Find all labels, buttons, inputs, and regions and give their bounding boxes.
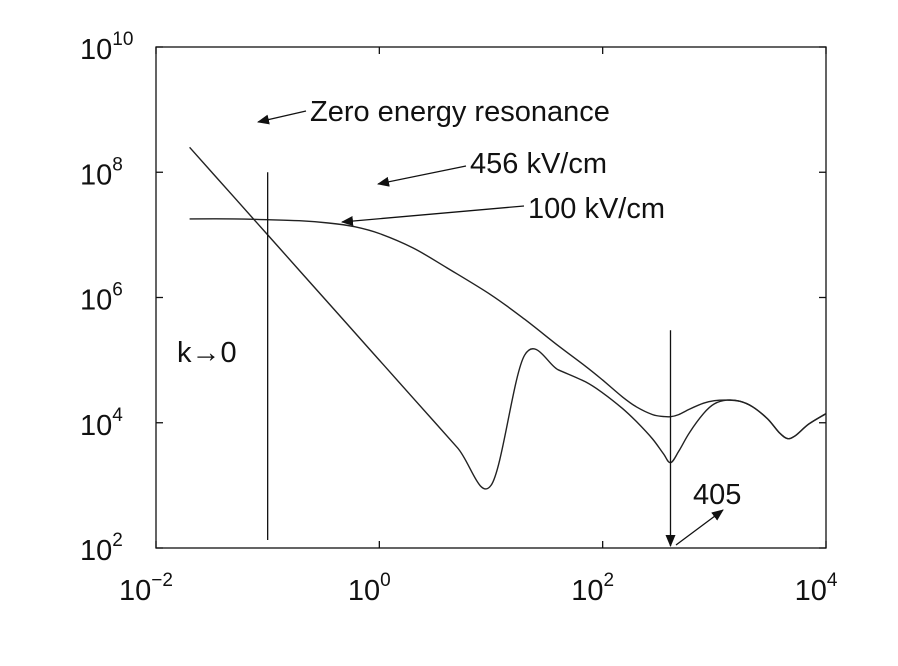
arrow-405: [675, 509, 724, 546]
annotation-arrows: [257, 110, 724, 546]
tick-labels: 10−2 100 102 104 102 104 106 108 1010: [80, 29, 838, 607]
arrow-zero-energy: [257, 110, 307, 125]
x-tick-label: 10−2: [119, 570, 173, 607]
series-100kv-curve: [189, 218, 827, 440]
arrow-100kv: [341, 205, 525, 227]
x-tick-label: 102: [571, 570, 614, 607]
x-tick-label: 100: [348, 570, 391, 607]
y-tick-label: 108: [80, 154, 123, 191]
axis-ticks: [155, 46, 827, 549]
y-tick-label: 104: [80, 405, 123, 442]
series-456kv-curve: [189, 146, 827, 490]
annotation-100kv: 100 kV/cm: [528, 193, 665, 225]
x-tick-label: 104: [795, 570, 838, 607]
annotation-zero-energy: Zero energy resonance: [310, 96, 610, 128]
y-tick-label: 1010: [80, 29, 133, 66]
y-tick-label: 102: [80, 530, 123, 567]
annotation-405: 405: [693, 479, 741, 511]
series-curves: [189, 146, 827, 490]
arrow-456kv: [377, 165, 467, 187]
vertical-markers: [267, 172, 676, 547]
annotation-k-to-zero: k→0: [177, 337, 237, 369]
annotation-456kv: 456 kV/cm: [470, 148, 607, 180]
y-tick-label: 106: [80, 280, 123, 317]
annotations: Zero energy resonance 456 kV/cm 100 kV/c…: [177, 96, 741, 511]
